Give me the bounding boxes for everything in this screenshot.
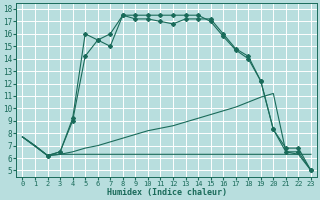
X-axis label: Humidex (Indice chaleur): Humidex (Indice chaleur) (107, 188, 227, 197)
